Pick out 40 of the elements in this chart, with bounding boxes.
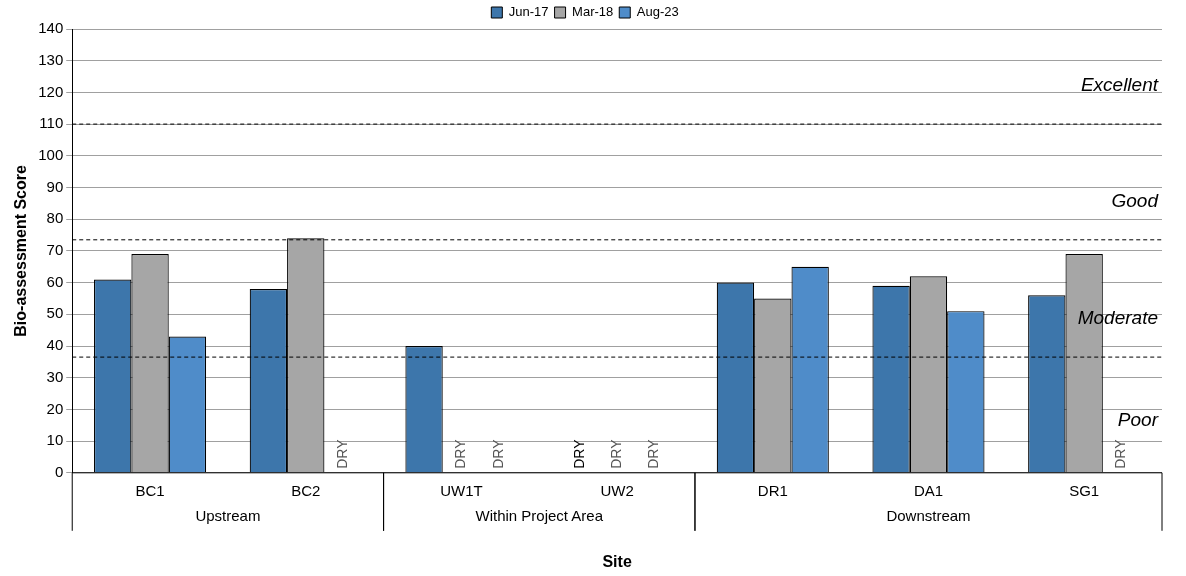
y-tick-label: 30 xyxy=(46,367,64,385)
x-tick-label: UW2 xyxy=(600,481,634,499)
text: DRY xyxy=(489,439,506,469)
legend-label: Jun-17 xyxy=(508,4,549,20)
ref-line-label: Good xyxy=(1111,190,1160,212)
y-tick-label: 110 xyxy=(39,114,64,132)
y-tick-label: 80 xyxy=(46,209,64,227)
text: Downstream xyxy=(886,506,971,524)
annotation: Poor xyxy=(1117,409,1159,431)
y-tick-label: 140 xyxy=(38,19,64,37)
text: DRY xyxy=(607,439,624,469)
ref-line-label: Excellent xyxy=(1080,74,1159,96)
text: DRY xyxy=(570,439,587,469)
x-tick-label: BC2 xyxy=(291,481,321,499)
text: DRY xyxy=(645,439,662,469)
text: Within Project Area xyxy=(475,506,604,524)
text: DRY xyxy=(333,439,350,469)
x-axis-title: Site xyxy=(602,552,632,570)
text: DRY xyxy=(1112,439,1129,469)
y-tick-label: 20 xyxy=(46,399,64,417)
y-tick-label: 0 xyxy=(54,462,64,480)
y-axis-title: Bio-assessment Score xyxy=(12,164,30,337)
y-tick-label: 100 xyxy=(38,145,64,163)
legend-label: Mar-18 xyxy=(572,4,614,20)
y-tick-label: 70 xyxy=(46,241,64,259)
x-tick-label: DA1 xyxy=(913,481,944,499)
x-tick-label: UW1T xyxy=(440,481,483,499)
legend-label: Aug-23 xyxy=(636,4,679,20)
x-tick-label: BC1 xyxy=(135,481,165,499)
x-tick-label: SG1 xyxy=(1069,481,1100,499)
y-tick-label: 50 xyxy=(46,304,64,322)
y-tick-label: 90 xyxy=(46,177,64,195)
text: Upstream xyxy=(195,506,261,524)
y-tick-label: 130 xyxy=(38,50,64,68)
y-tick-label: 40 xyxy=(46,336,64,354)
x-tick-label: DR1 xyxy=(757,481,788,499)
y-tick-label: 120 xyxy=(38,82,64,100)
y-tick-label: 10 xyxy=(46,431,64,449)
text: DRY xyxy=(452,439,469,469)
y-tick-label: 60 xyxy=(46,272,64,290)
